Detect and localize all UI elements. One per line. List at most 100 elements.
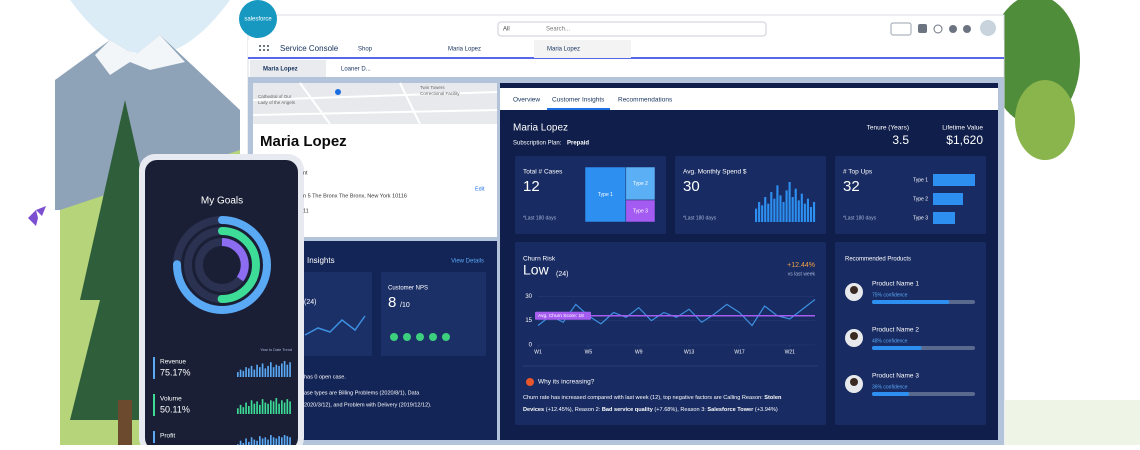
- spark-bar: [261, 399, 264, 414]
- tenure-label: Tenure (Years): [867, 125, 909, 132]
- spark-bar: [237, 372, 239, 377]
- count: (24): [304, 299, 316, 306]
- view-details[interactable]: View Details: [451, 259, 484, 265]
- product-confidence: 75% confidence: [872, 292, 908, 298]
- spend-bar: [773, 198, 776, 222]
- nav-tab[interactable]: Shop: [358, 47, 373, 53]
- contact-name: Maria Lopez: [260, 133, 347, 150]
- spend-bar: [809, 207, 813, 222]
- spark-bar: [270, 362, 272, 377]
- metric-marker: [153, 431, 155, 443]
- spark-bar: [250, 400, 253, 414]
- spark-bar: [253, 439, 256, 450]
- metric-marker: [153, 394, 155, 416]
- spend-bar: [803, 203, 806, 222]
- help-icon[interactable]: [933, 24, 943, 34]
- snow: [95, 35, 185, 75]
- product-avatar-head: [850, 332, 858, 340]
- product-name: Product Name 3: [872, 373, 919, 380]
- spark-bar: [264, 368, 267, 377]
- spark-bar: [281, 400, 283, 414]
- trunk: [118, 400, 132, 445]
- treemap-label: Type 3: [633, 208, 648, 214]
- map-label: Twin Towers: [420, 85, 445, 90]
- note: has 0 open case.: [304, 374, 346, 380]
- spark-bar: [245, 367, 247, 377]
- avatar[interactable]: [980, 20, 996, 36]
- spark-bar: [286, 364, 289, 377]
- spend-bar: [770, 192, 773, 222]
- product-name: Product Name 2: [872, 327, 919, 334]
- ltv-label: Lifetime Value: [942, 125, 983, 132]
- contact-field: 11: [303, 208, 309, 214]
- app-launcher[interactable]: [259, 45, 269, 51]
- churn-label: Churn Risk: [523, 256, 556, 263]
- spend-bar: [785, 190, 788, 222]
- metric-name: Revenue: [160, 359, 186, 366]
- nav-tab[interactable]: Maria Lopez: [547, 47, 580, 53]
- avg-label: Avg. Churn Score: 18: [538, 313, 584, 319]
- bar-label: Type 1: [913, 177, 928, 183]
- profile-name: Maria Lopez: [513, 123, 568, 134]
- x-tick-label: W9: [635, 349, 643, 355]
- spark-bar: [270, 435, 272, 450]
- tab[interactable]: Overview: [513, 97, 540, 104]
- treemap-cell: [584, 166, 627, 223]
- bell-icon[interactable]: [963, 25, 971, 33]
- spark-bar: [261, 363, 264, 377]
- trend-label: Year to Date Trend: [260, 348, 292, 352]
- spark-bar: [253, 369, 256, 377]
- active-subtab[interactable]: [250, 60, 326, 77]
- subtab[interactable]: Loaner D...: [341, 67, 371, 73]
- tab[interactable]: Customer Insights: [552, 97, 605, 104]
- card-value: 32: [843, 178, 860, 195]
- foliage: [1015, 80, 1075, 160]
- topup-bar: [933, 193, 963, 205]
- subtab[interactable]: Maria Lopez: [263, 67, 298, 73]
- nav-tab[interactable]: Maria Lopez: [448, 47, 481, 53]
- why-segment: (+3.94%): [753, 407, 778, 413]
- spark-bar: [242, 370, 245, 377]
- setup-icon[interactable]: [949, 25, 957, 33]
- spark-bar: [253, 403, 256, 414]
- spark-bar: [267, 365, 269, 377]
- bar-label: Type 2: [913, 196, 928, 202]
- add-icon[interactable]: [918, 24, 927, 33]
- spark-bar: [259, 367, 261, 377]
- spark-bar: [248, 368, 250, 377]
- treemap-cell: [625, 199, 656, 223]
- favorites[interactable]: [890, 22, 912, 36]
- product-name: Product Name 1: [872, 281, 919, 288]
- active-tab[interactable]: [534, 40, 631, 58]
- map-label: Lady of the Angels: [258, 100, 296, 105]
- spark-bar: [283, 361, 286, 377]
- card-note: *Last 180 days: [523, 215, 557, 221]
- y-tick-label: 0: [529, 343, 533, 349]
- why-segment: Stolen: [764, 395, 782, 401]
- spark-bar: [272, 401, 275, 414]
- why-segment: Devices: [523, 407, 544, 413]
- product-avatar-head: [850, 378, 858, 386]
- product-confidence: 36% confidence: [872, 384, 908, 390]
- topup-bar: [933, 174, 975, 186]
- x-tick-label: W17: [734, 349, 745, 355]
- spark-bar: [289, 401, 291, 414]
- y-tick-label: 30: [525, 294, 532, 300]
- card-products: [835, 242, 986, 425]
- tab[interactable]: Recommendations: [618, 97, 673, 104]
- why-segment: Salesforce Tower: [707, 407, 754, 413]
- churn-count: (24): [556, 271, 568, 278]
- metric-value: 50.11%: [160, 404, 190, 414]
- spark-bar: [256, 440, 258, 450]
- progress-fill: [872, 346, 922, 350]
- card-label: Avg. Monthly Spend $: [683, 169, 747, 176]
- plan-label: Subscription Plan:: [513, 141, 562, 147]
- x-tick-label: W21: [785, 349, 796, 355]
- churn-change: +12.44%: [787, 262, 815, 269]
- map-label: Correctional Facility: [420, 91, 460, 96]
- insights-card: [300, 272, 372, 356]
- edit-link[interactable]: Edit: [475, 186, 485, 192]
- search-box[interactable]: [497, 21, 767, 37]
- topup-bar: [933, 212, 955, 224]
- map-label: Cathedral of Our: [258, 94, 292, 99]
